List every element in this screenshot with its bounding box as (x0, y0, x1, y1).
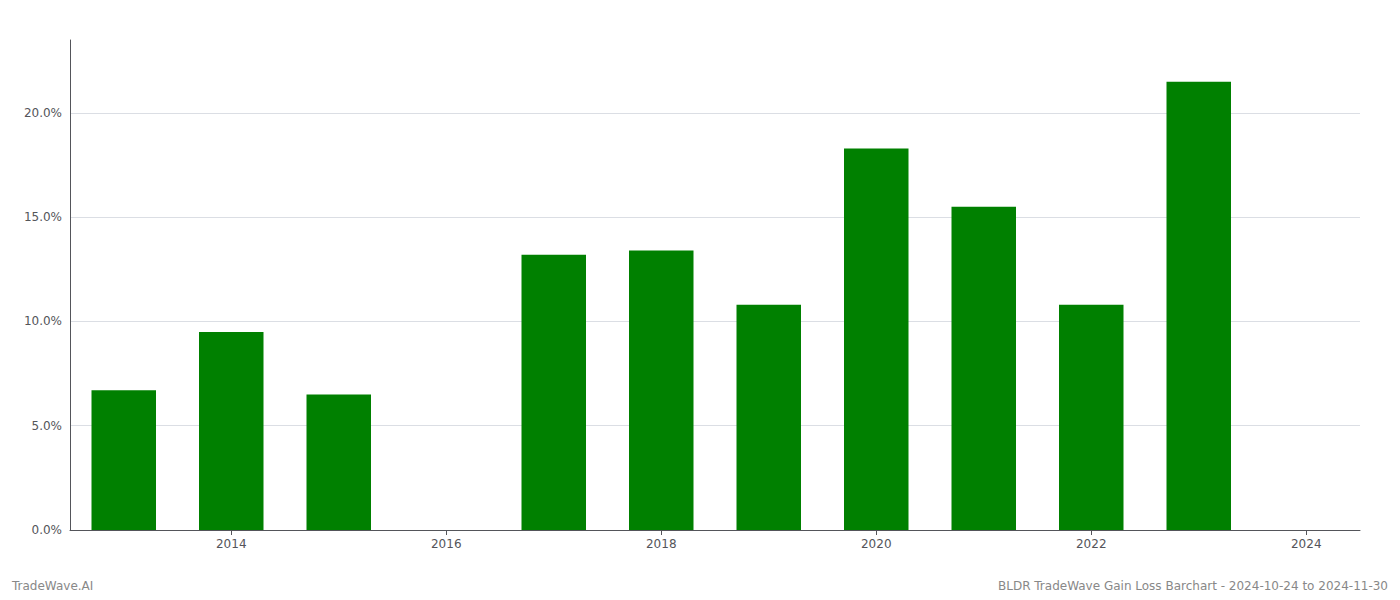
svg-text:2018: 2018 (646, 537, 677, 551)
svg-text:TradeWave.AI: TradeWave.AI (11, 579, 93, 593)
svg-text:0.0%: 0.0% (32, 523, 63, 537)
svg-text:BLDR TradeWave Gain Loss Barch: BLDR TradeWave Gain Loss Barchart - 2024… (998, 579, 1388, 593)
svg-text:2024: 2024 (1291, 537, 1322, 551)
svg-text:2022: 2022 (1076, 537, 1107, 551)
svg-text:2020: 2020 (861, 537, 892, 551)
svg-text:2014: 2014 (216, 537, 247, 551)
svg-text:2016: 2016 (431, 537, 462, 551)
svg-text:10.0%: 10.0% (24, 314, 62, 328)
svg-text:15.0%: 15.0% (24, 210, 62, 224)
svg-text:20.0%: 20.0% (24, 106, 62, 120)
svg-text:5.0%: 5.0% (32, 419, 63, 433)
